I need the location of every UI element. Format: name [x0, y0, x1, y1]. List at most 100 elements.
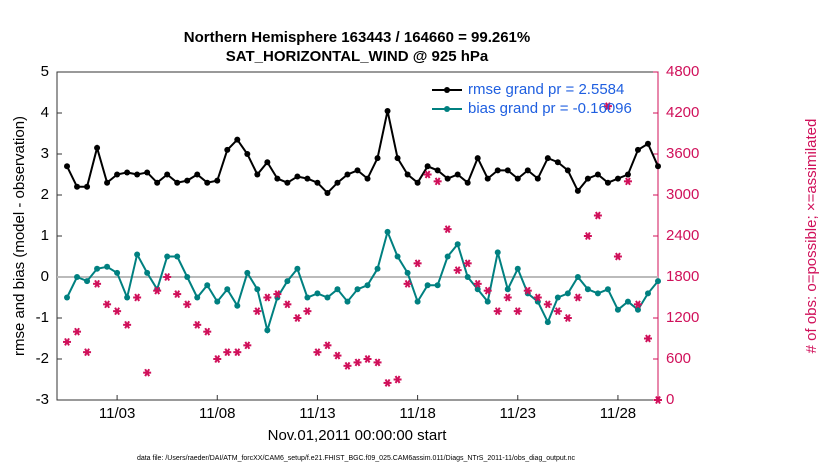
x-tick-label: 11/23 — [500, 405, 536, 422]
series-marker — [464, 274, 471, 280]
chart-subtitle: SAT_HORIZONTAL_WIND @ 925 hPa — [226, 48, 489, 65]
series-marker — [424, 282, 431, 289]
asterisk-stroke — [574, 293, 581, 302]
asterisk-stroke — [615, 252, 621, 261]
series-marker — [554, 159, 561, 166]
asterisk-stroke — [244, 341, 251, 350]
count-marker — [203, 327, 212, 336]
series-marker — [374, 265, 381, 272]
y2-tick-label: 3000 — [666, 186, 699, 203]
count-marker — [163, 273, 172, 281]
count-marker — [313, 348, 322, 357]
asterisk-stroke — [504, 293, 511, 302]
series-marker — [324, 189, 331, 196]
series-marker — [264, 327, 271, 334]
series-marker — [274, 175, 281, 182]
series-marker — [474, 286, 481, 293]
series-marker — [384, 228, 391, 235]
series-marker — [604, 286, 611, 293]
series-marker — [144, 269, 151, 276]
y-axis-label: rmse and bias (model - observation) — [11, 116, 28, 356]
count-marker — [273, 290, 282, 299]
asterisk-stroke — [94, 279, 100, 288]
series-marker — [294, 173, 301, 180]
asterisk-stroke — [334, 351, 341, 360]
count-marker — [613, 252, 622, 261]
count-marker — [323, 341, 332, 350]
series-marker — [504, 167, 511, 174]
series-marker — [164, 253, 171, 260]
series-marker — [644, 290, 651, 297]
y-tick-label: 5 — [41, 63, 49, 80]
series-marker — [604, 179, 611, 186]
asterisk-stroke — [564, 314, 571, 322]
y2-tick-label: 4200 — [666, 104, 699, 121]
series-marker — [334, 179, 341, 186]
asterisk-stroke — [384, 378, 391, 387]
y-tick-label: 2 — [41, 186, 49, 203]
series-marker — [514, 265, 521, 272]
asterisk-stroke — [84, 348, 90, 357]
series-marker — [184, 177, 191, 184]
series-marker — [504, 286, 511, 293]
count-marker — [583, 232, 592, 240]
series-marker — [614, 306, 621, 313]
series-marker — [134, 251, 141, 258]
asterisk-stroke — [224, 348, 231, 357]
count-marker — [373, 358, 382, 367]
asterisk-stroke — [444, 225, 451, 234]
series-marker — [364, 175, 371, 182]
series-marker — [344, 171, 351, 178]
count-marker — [213, 355, 222, 363]
count-marker — [553, 307, 562, 316]
count-marker — [223, 348, 232, 357]
asterisk-stroke — [74, 327, 80, 336]
asterisk-stroke — [524, 286, 531, 295]
count-marker — [103, 300, 112, 309]
count-marker — [543, 300, 552, 309]
asterisk-stroke — [184, 300, 191, 309]
series-marker — [124, 169, 131, 176]
series-marker — [284, 179, 291, 186]
count-marker — [293, 314, 302, 322]
asterisk-stroke — [144, 368, 151, 377]
count-marker — [383, 378, 392, 387]
asterisk-stroke — [404, 279, 411, 288]
count-marker — [333, 351, 342, 360]
asterisk-stroke — [364, 355, 371, 363]
series-marker — [574, 187, 581, 194]
series-marker — [244, 269, 251, 276]
series-marker — [314, 179, 321, 186]
series-marker — [184, 274, 191, 280]
series-marker — [254, 286, 261, 293]
x-tick-label: 11/03 — [99, 405, 135, 422]
series-marker — [454, 241, 461, 248]
series-marker — [544, 155, 551, 162]
asterisk-stroke — [625, 177, 631, 186]
asterisk-stroke — [454, 266, 461, 275]
y2-tick-label: 3600 — [666, 145, 699, 162]
series-marker — [484, 298, 491, 305]
footnote: data file: /Users/raeder/DAI/ATM_forcXX/… — [137, 455, 576, 462]
asterisk-stroke — [124, 320, 130, 329]
series-marker — [414, 179, 421, 186]
count-marker — [593, 211, 602, 220]
series-marker — [444, 175, 451, 182]
series-marker — [394, 253, 401, 260]
series-marker — [74, 274, 81, 280]
series-marker — [564, 167, 571, 174]
series-marker — [634, 146, 641, 153]
asterisk-stroke — [214, 355, 221, 363]
series-marker — [454, 171, 461, 178]
series-marker — [104, 179, 111, 186]
count-marker — [233, 348, 242, 357]
chart-title: Northern Hemisphere 163443 / 164660 = 99… — [184, 29, 530, 46]
count-marker — [513, 307, 522, 316]
asterisk-stroke — [514, 307, 521, 316]
series-marker — [404, 171, 411, 178]
count-marker — [133, 293, 142, 302]
series-marker — [204, 179, 211, 186]
series-marker — [194, 171, 201, 178]
asterisk-stroke — [324, 341, 331, 350]
